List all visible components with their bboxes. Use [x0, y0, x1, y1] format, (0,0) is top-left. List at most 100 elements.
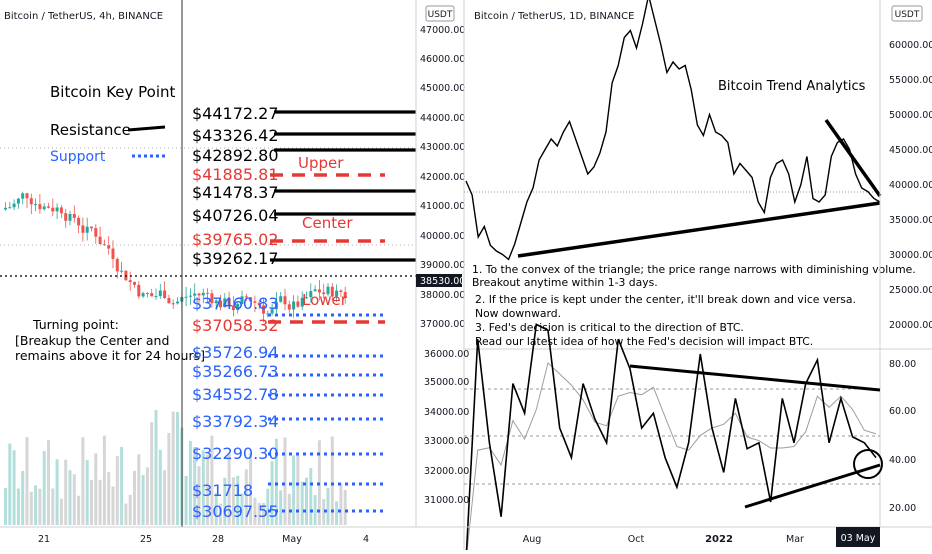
note-line: Read our latest idea of how the Fed's de…	[475, 335, 813, 348]
candle-body	[21, 193, 25, 199]
left-chart-title: Bitcoin / TetherUS, 4h, BINANCE	[4, 11, 163, 22]
osc-price-tick: 33000.00	[424, 436, 469, 447]
volume-bar	[137, 454, 141, 525]
volume-bar	[38, 488, 42, 525]
legend-support-label: Support	[50, 149, 106, 165]
right-time-axis[interactable]: Aug Oct 2022 Mar 03 May	[464, 526, 932, 547]
volume-bar	[42, 450, 46, 525]
candle-body	[145, 293, 149, 295]
osc-value-tick: 40.00	[889, 455, 916, 466]
support-levels: $37460.83 $35726.94 $35266.73 $34552.78 …	[192, 294, 385, 521]
resistance-level-label: $39262.17	[192, 249, 279, 268]
volume-bar	[12, 450, 16, 525]
volume-bar	[313, 495, 317, 525]
time-tick: Mar	[786, 534, 804, 545]
candle-body	[176, 301, 179, 304]
resistance-level-label: $44172.27	[192, 104, 279, 123]
volume-bar	[201, 450, 205, 525]
volume-bar	[210, 435, 214, 525]
candle-body	[244, 296, 248, 298]
candle-body	[231, 305, 235, 311]
volume-bar	[309, 468, 313, 525]
volume-bar	[98, 479, 102, 525]
volume-bar	[300, 481, 304, 525]
candle-body	[206, 292, 210, 294]
support-level-label: $34552.78	[192, 385, 279, 404]
time-tick: Aug	[523, 534, 542, 545]
support-level-label: $35266.73	[192, 362, 279, 381]
volume-bar	[141, 474, 145, 525]
volume-bar	[154, 409, 158, 525]
candle-body	[158, 290, 162, 297]
candle-body	[25, 193, 29, 199]
price-tick: 40000.00	[420, 231, 465, 242]
candle-body	[253, 301, 257, 303]
volume-bar	[343, 489, 347, 525]
volume-bar	[283, 437, 287, 525]
volume-bar	[249, 453, 253, 525]
left-price-axis[interactable]: USDT 47000.00 46000.00 45000.00 44000.00…	[415, 0, 465, 527]
volume-bar	[253, 497, 257, 525]
turning-point-line-1: Turning point:	[32, 317, 119, 332]
candle-body	[214, 300, 218, 304]
volume-bar	[257, 502, 261, 525]
volume-bar	[47, 440, 50, 525]
candle-body	[266, 313, 270, 315]
osc-price-tick: 32000.00	[424, 466, 469, 477]
resistance-level-label: $40726.04	[192, 206, 279, 225]
candle-body	[47, 206, 50, 208]
volume-bars	[4, 409, 347, 525]
left-time-axis[interactable]: 21 25 28 May 4	[0, 526, 464, 550]
price-tick: 35000.00	[889, 215, 932, 226]
volume-bar	[25, 437, 29, 525]
volume-bar	[133, 470, 136, 525]
right-price-axis[interactable]: USDT 60000.00 55000.00 50000.00 45000.00…	[879, 0, 932, 527]
resistance-level-label: $41478.37	[192, 183, 279, 202]
volume-bar	[296, 455, 300, 525]
volume-bar	[214, 493, 218, 525]
volume-bar	[167, 432, 171, 525]
volume-bar	[59, 498, 63, 525]
legend-resistance-swatch	[127, 125, 166, 132]
current-price-badge	[416, 274, 462, 287]
time-tick: 2022	[705, 534, 733, 545]
price-tick: 55000.00	[889, 75, 932, 86]
candle-body	[167, 298, 171, 304]
osc-price-tick: 34000.00	[424, 407, 469, 418]
volume-bar	[219, 503, 222, 525]
volume-bar	[55, 459, 59, 525]
candle-body	[249, 297, 253, 302]
price-tick: 40000.00	[889, 180, 932, 191]
candle-body	[193, 293, 197, 296]
volume-bar	[34, 485, 38, 525]
volume-bar	[51, 488, 55, 525]
osc-price-tick: 35000.00	[424, 377, 469, 388]
legend-resistance-label: Resistance	[50, 121, 131, 139]
price-tick: 37000.00	[420, 319, 465, 330]
support-level-label: $30697.55	[192, 502, 279, 521]
osc-price-tick: 36000.00	[424, 349, 469, 360]
date-badge-text: 03 May	[841, 533, 876, 544]
price-tick: 43000.00	[420, 142, 465, 153]
volume-bar	[64, 459, 68, 525]
volume-bar	[236, 475, 240, 525]
price-tick: 41000.00	[420, 201, 465, 212]
note-line: Breakout anytime within 1-3 days.	[472, 276, 658, 289]
osc-value-tick: 20.00	[889, 503, 916, 514]
volume-bar	[266, 488, 270, 525]
price-series-line	[465, 0, 881, 261]
price-tick: 38000.00	[420, 290, 465, 301]
price-tick: 44000.00	[420, 113, 465, 124]
candle-body	[120, 270, 124, 272]
candle-body	[8, 207, 12, 209]
volume-bar	[197, 466, 201, 525]
upper-label: Upper	[298, 154, 344, 172]
candle-body	[305, 297, 308, 299]
right-panel: Bitcoin / TetherUS, 1D, BINANCE Bitcoin …	[424, 0, 932, 554]
volume-bar	[120, 446, 124, 525]
price-tick: 42000.00	[420, 172, 465, 183]
osc-value-tick: 60.00	[889, 406, 916, 417]
candle-body	[64, 213, 68, 221]
volume-bar	[287, 493, 291, 525]
